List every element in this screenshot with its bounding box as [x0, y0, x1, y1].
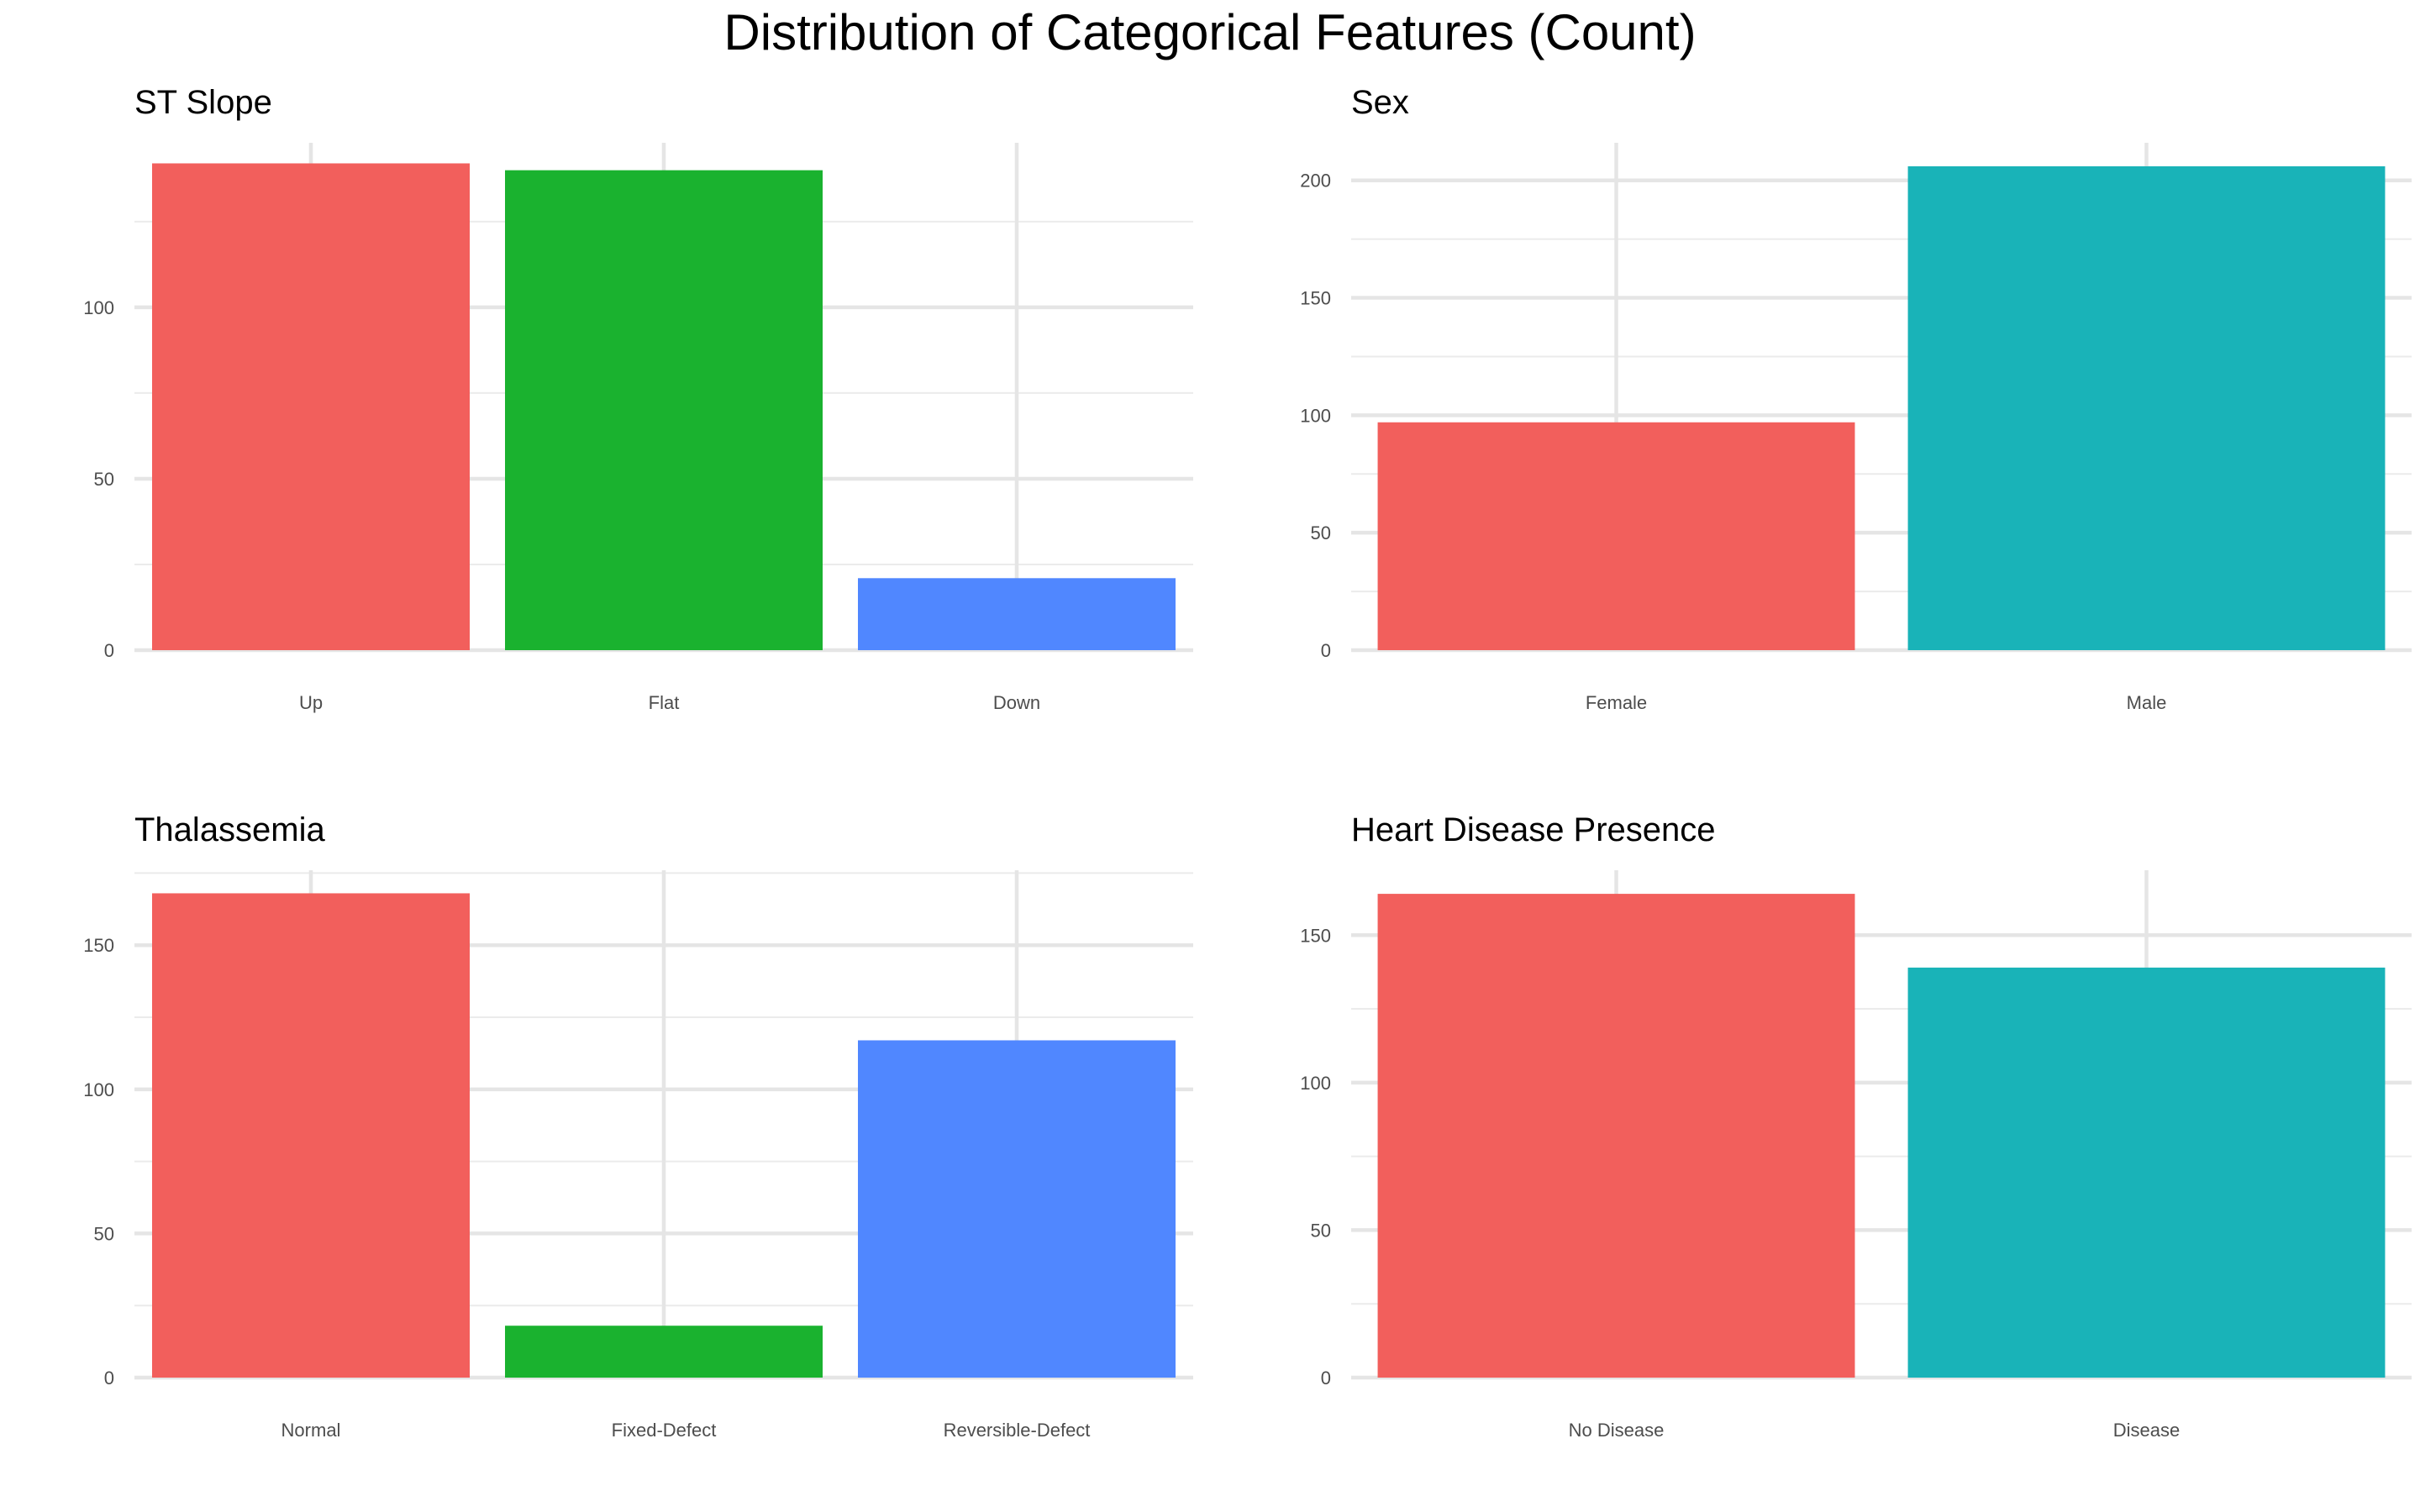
figure-title: Distribution of Categorical Features (Co…: [723, 4, 1697, 60]
y-tick-label: 0: [104, 640, 114, 661]
st-slope-chart: 0 50 100 Up Flat Down: [83, 143, 1193, 713]
y-tick-label: 150: [1300, 288, 1331, 309]
panel-title: ST Slope: [134, 84, 272, 121]
y-tick-label: 150: [83, 935, 114, 956]
thalassemia-chart: 0 50 100 150 Normal Fixed-Defect Reversible-De…: [83, 870, 1193, 1441]
y-tick-label: 100: [83, 297, 114, 318]
y-tick-label: 100: [83, 1079, 114, 1100]
y-tick-label: 0: [1321, 1368, 1331, 1389]
y-tick-label: 100: [1300, 405, 1331, 426]
y-tick-label: 0: [104, 1368, 114, 1389]
x-tick-label: Normal: [281, 1420, 341, 1441]
bar-disease: [1907, 967, 2386, 1378]
bar-fixed-defect: [505, 1326, 823, 1378]
x-tick-label: Up: [299, 692, 323, 713]
x-tick-label: Disease: [2113, 1420, 2180, 1441]
bar-up: [152, 163, 470, 651]
panel-title: Heart Disease Presence: [1351, 811, 1716, 848]
x-tick-label: Female: [1586, 692, 1647, 713]
heart-disease-chart: 0 50 100 150 No Disease Disease: [1300, 870, 2412, 1441]
bar-no-disease: [1377, 894, 1855, 1378]
sex-chart: 0 50 100 150 200 Female Male: [1300, 143, 2412, 713]
x-tick-label: Down: [993, 692, 1040, 713]
x-tick-label: Flat: [649, 692, 680, 713]
x-tick-label: Reversible-Defect: [944, 1420, 1091, 1441]
x-tick-label: Fixed-Defect: [612, 1420, 717, 1441]
y-tick-label: 0: [1321, 640, 1331, 661]
bar-normal: [152, 893, 470, 1378]
y-tick-label: 50: [1311, 1220, 1331, 1241]
bar-down: [858, 578, 1176, 650]
panel-title: Thalassemia: [134, 811, 325, 848]
panel-title: Sex: [1351, 84, 1409, 121]
x-tick-label: No Disease: [1569, 1420, 1665, 1441]
y-tick-label: 150: [1300, 925, 1331, 946]
y-tick-label: 50: [94, 469, 114, 490]
y-tick-label: 100: [1300, 1073, 1331, 1094]
x-tick-label: Male: [2127, 692, 2167, 713]
bar-flat: [505, 170, 823, 650]
y-tick-label: 50: [94, 1223, 114, 1244]
y-tick-label: 50: [1311, 522, 1331, 543]
bar-reversible-defect: [858, 1040, 1176, 1378]
bar-female: [1377, 422, 1855, 650]
y-tick-label: 200: [1300, 171, 1331, 192]
bar-male: [1907, 165, 2386, 650]
